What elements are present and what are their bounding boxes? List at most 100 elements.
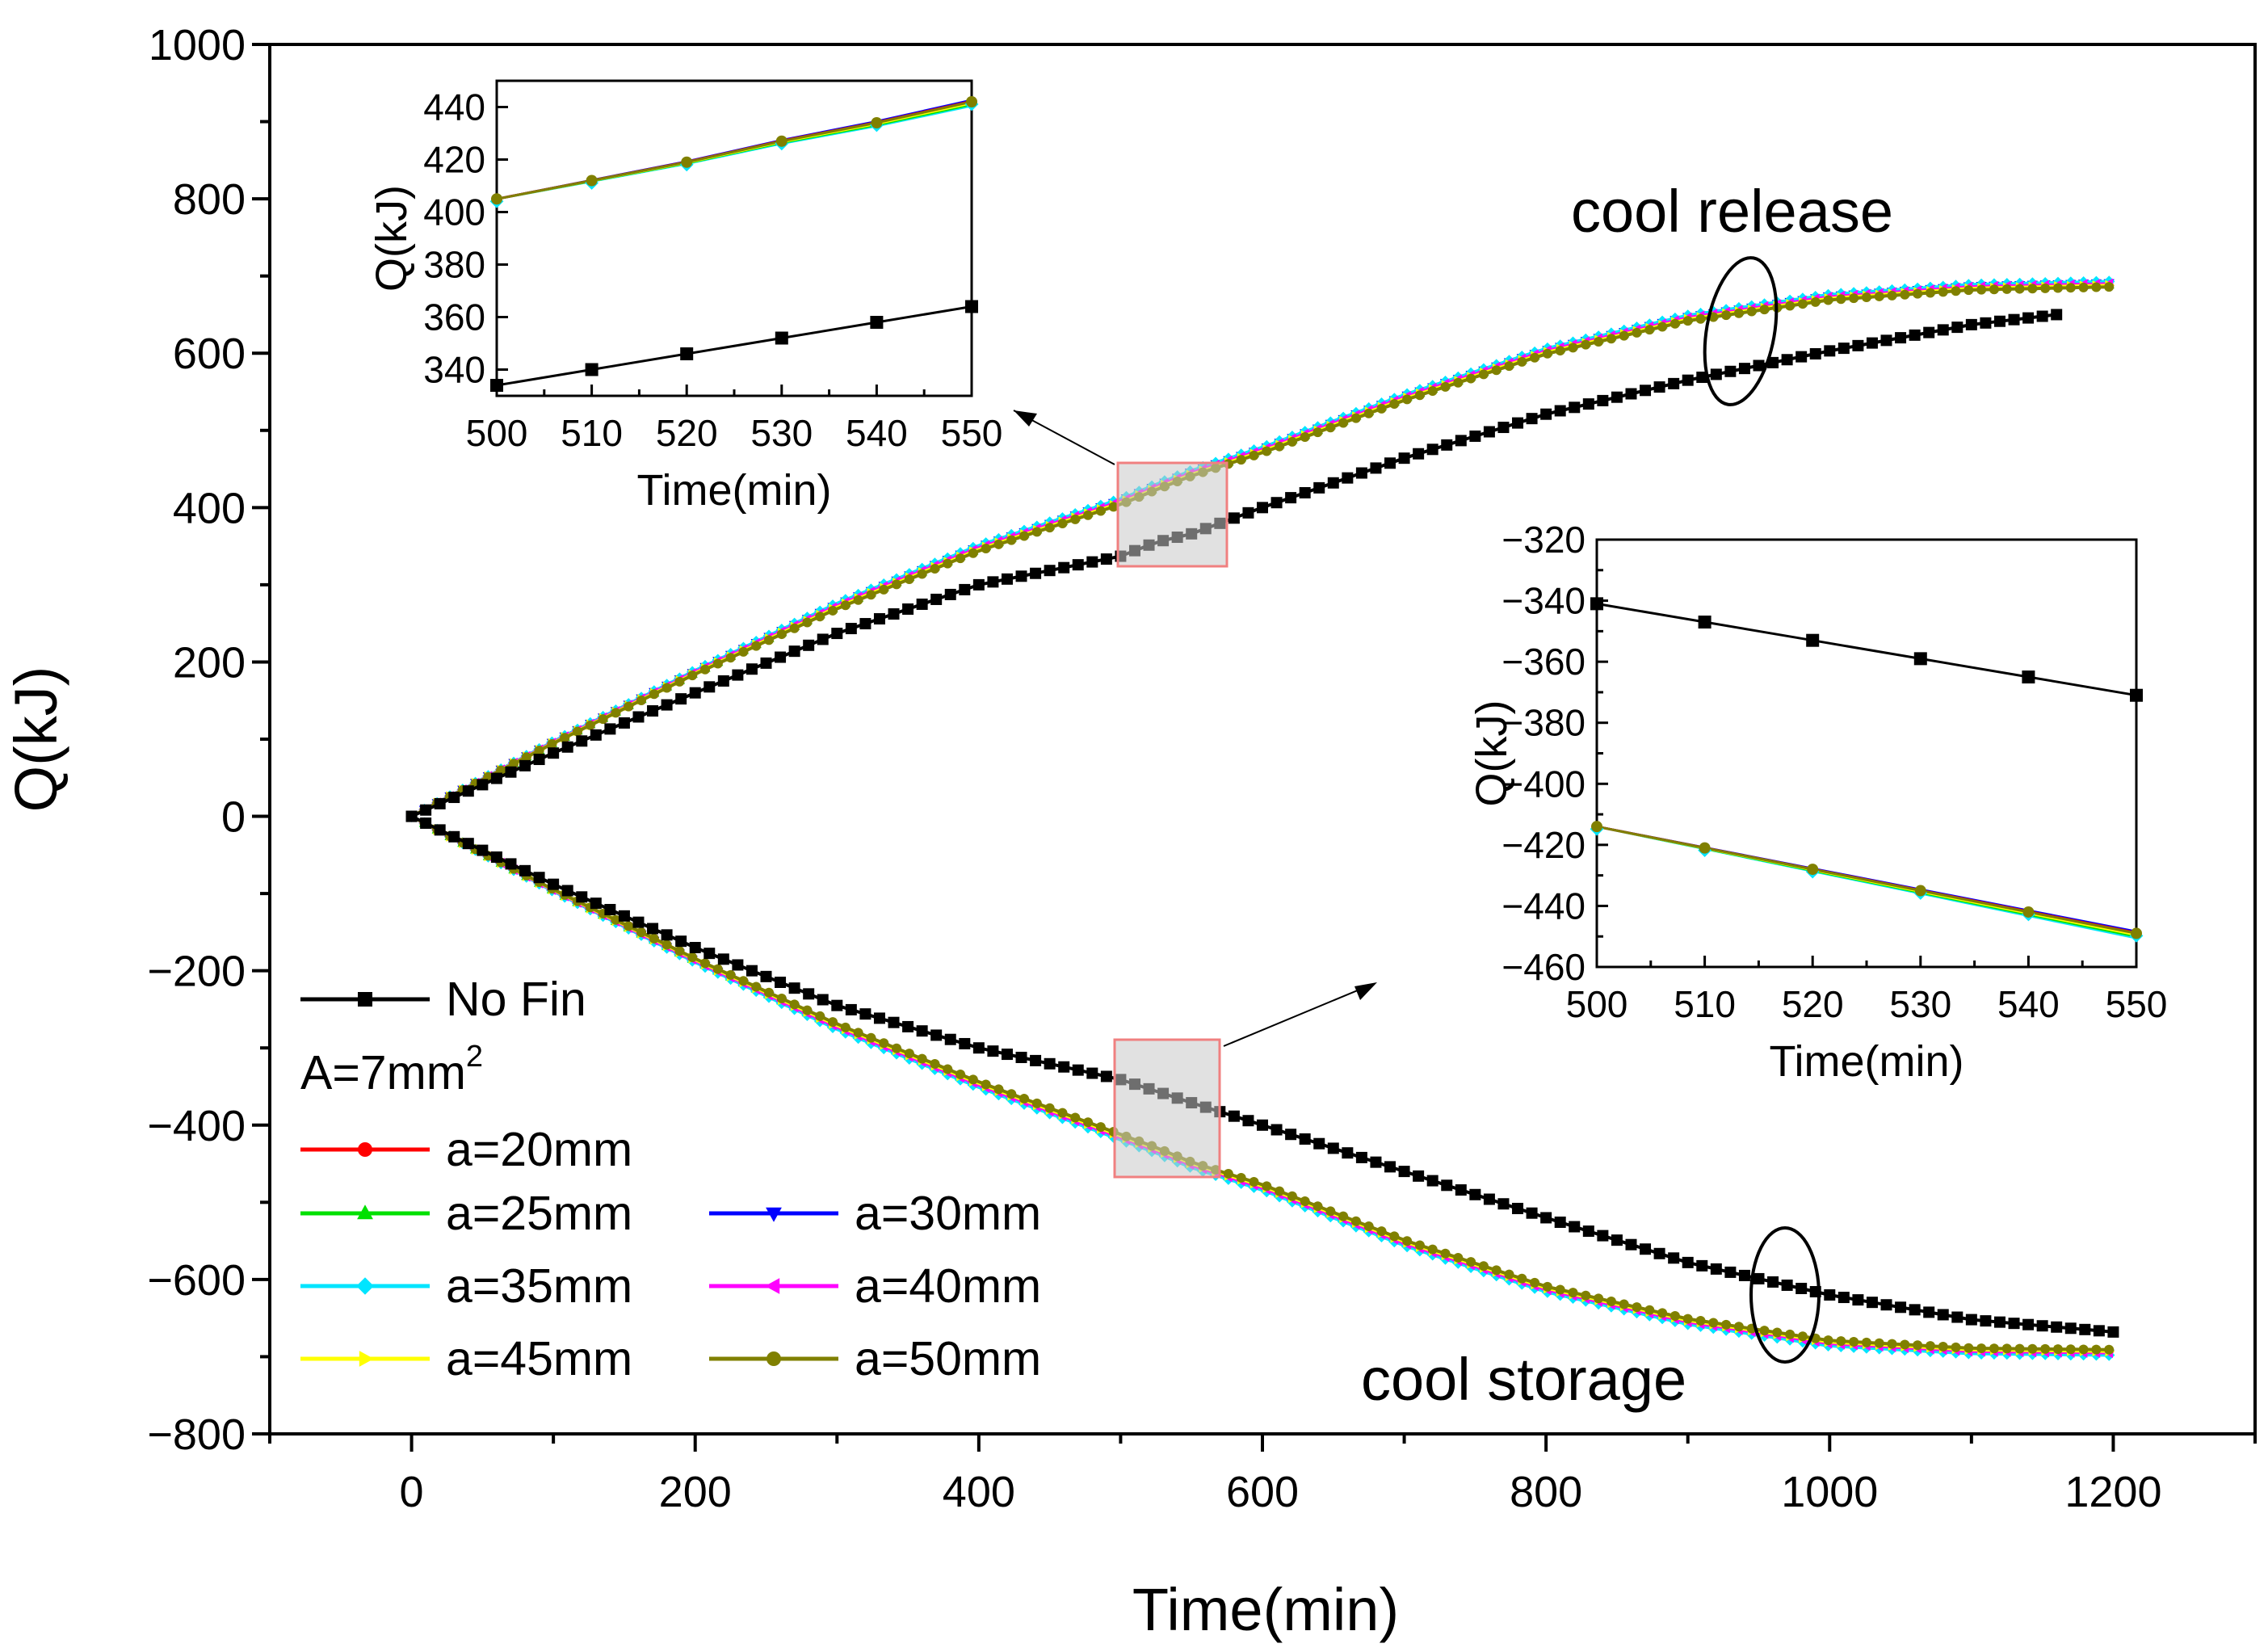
- y-tick-label: −400: [147, 1102, 246, 1150]
- legend-marker-a=20mm: [358, 1142, 372, 1157]
- legend-marker-a=35mm: [356, 1277, 374, 1295]
- point-a=50mm: [1249, 450, 1259, 460]
- point-a=50mm: [1849, 1337, 1859, 1347]
- point-a=50mm: [1568, 343, 1578, 353]
- point-a=50mm: [662, 939, 672, 950]
- point-a=50mm: [1900, 1339, 1910, 1350]
- point-No-Fin: [1285, 1129, 1297, 1141]
- point-a=50mm: [1619, 330, 1629, 341]
- point-No-Fin: [775, 651, 787, 663]
- point-No-Fin: [1497, 422, 1510, 434]
- point-a=50mm: [560, 733, 570, 743]
- point-No-Fin: [1796, 351, 1808, 363]
- point-No-Fin: [604, 723, 616, 735]
- point-No-Fin: [1738, 363, 1750, 375]
- point-a=50mm: [1389, 399, 1400, 410]
- point-a=50mm: [1236, 1173, 1246, 1183]
- point-a=50mm: [1594, 336, 1604, 347]
- point-a=50mm: [1938, 1342, 1948, 1352]
- point-No-Fin: [1923, 1306, 1935, 1318]
- point-No-Fin: [1710, 1263, 1722, 1275]
- point-a=50mm: [1606, 334, 1616, 344]
- point-a=50mm: [943, 1064, 953, 1074]
- point-No-Fin: [1965, 1314, 1977, 1326]
- point-No-Fin: [1413, 448, 1425, 460]
- point-a=50mm: [598, 714, 608, 725]
- point-a=50mm: [956, 1069, 966, 1079]
- inset-y-tick-label: 420: [423, 139, 485, 181]
- point-a=50mm: [1823, 1335, 1833, 1346]
- inset-y-tick-label: 360: [423, 296, 485, 338]
- legend-group-title-superscript: 2: [466, 1040, 483, 1074]
- point-a=50mm: [993, 1084, 1004, 1095]
- point-a=50mm: [751, 982, 762, 992]
- point-No-Fin: [732, 959, 744, 971]
- point-a=50mm: [1275, 1186, 1285, 1196]
- point-No-Fin: [1072, 1064, 1084, 1076]
- point-a=50mm: [1019, 531, 1030, 541]
- point-a=50mm: [1440, 1248, 1451, 1259]
- point-a=50mm: [1632, 1302, 1642, 1313]
- point-No-Fin: [618, 910, 630, 922]
- legend: No Fin a=20mm a=25mm a=30mm a=35mm a=40mm a=45…: [300, 973, 1041, 1385]
- point-No-Fin: [604, 903, 616, 915]
- inset-nofin-point: [775, 331, 788, 345]
- point-No-Fin: [1512, 1202, 1524, 1214]
- point-No-Fin: [930, 593, 943, 605]
- point-a=50mm: [1746, 306, 1757, 317]
- point-a=50mm: [1606, 1296, 1616, 1306]
- legend-marker-a=25mm: [357, 1204, 373, 1220]
- point-a=50mm: [1312, 1201, 1323, 1212]
- legend-marker-a=30mm: [766, 1207, 782, 1222]
- point-No-Fin: [1512, 417, 1524, 429]
- legend-label: a=30mm: [855, 1187, 1041, 1240]
- point-No-Fin: [1058, 1061, 1070, 1073]
- point-a=50mm: [981, 543, 991, 553]
- y-tick-label: 400: [173, 484, 246, 532]
- point-a=50mm: [892, 1043, 902, 1053]
- point-No-Fin: [1370, 1156, 1382, 1168]
- point-No-Fin: [1001, 573, 1013, 585]
- point-a=50mm: [1721, 310, 1732, 321]
- point-No-Fin: [987, 576, 999, 588]
- point-No-Fin: [505, 766, 517, 778]
- point-No-Fin: [675, 693, 687, 705]
- inset-x-tick-label: 540: [1997, 983, 2060, 1025]
- point-No-Fin: [2008, 1318, 2020, 1330]
- point-No-Fin: [1426, 443, 1438, 456]
- point-a=50mm: [789, 623, 800, 633]
- point-No-Fin: [1342, 472, 1354, 484]
- inset-finned-point: [2022, 906, 2035, 918]
- point-a=50mm: [853, 595, 863, 605]
- point-a=50mm: [1325, 422, 1336, 433]
- point-a=50mm: [1070, 1112, 1081, 1123]
- point-No-Fin: [873, 1012, 885, 1024]
- point-a=50mm: [2027, 284, 2038, 294]
- point-No-Fin: [576, 891, 588, 903]
- point-a=50mm: [1517, 1273, 1527, 1284]
- point-No-Fin: [1993, 315, 2006, 327]
- point-No-Fin: [944, 1033, 956, 1045]
- point-a=50mm: [1594, 1293, 1604, 1304]
- point-No-Fin: [632, 916, 645, 928]
- x-tick-label: 400: [943, 1468, 1015, 1516]
- point-a=50mm: [1555, 346, 1565, 356]
- point-No-Fin: [1753, 1272, 1765, 1284]
- point-a=50mm: [687, 952, 698, 962]
- point-a=50mm: [930, 1059, 940, 1070]
- point-a=50mm: [2065, 283, 2076, 293]
- point-a=50mm: [1414, 1240, 1425, 1251]
- zoom-arrow-storage: [1223, 983, 1374, 1047]
- point-No-Fin: [548, 878, 560, 890]
- point-a=50mm: [1657, 322, 1668, 332]
- point-No-Fin: [1880, 334, 1892, 347]
- point-a=50mm: [968, 1074, 978, 1085]
- point-a=50mm: [2052, 1344, 2063, 1355]
- point-a=50mm: [1262, 1181, 1272, 1192]
- point-No-Fin: [462, 785, 474, 797]
- point-a=50mm: [1887, 1339, 1897, 1349]
- point-No-Fin: [959, 1037, 971, 1049]
- point-a=50mm: [1632, 327, 1642, 338]
- point-No-Fin: [2051, 309, 2063, 321]
- point-No-Fin: [2036, 1320, 2048, 1332]
